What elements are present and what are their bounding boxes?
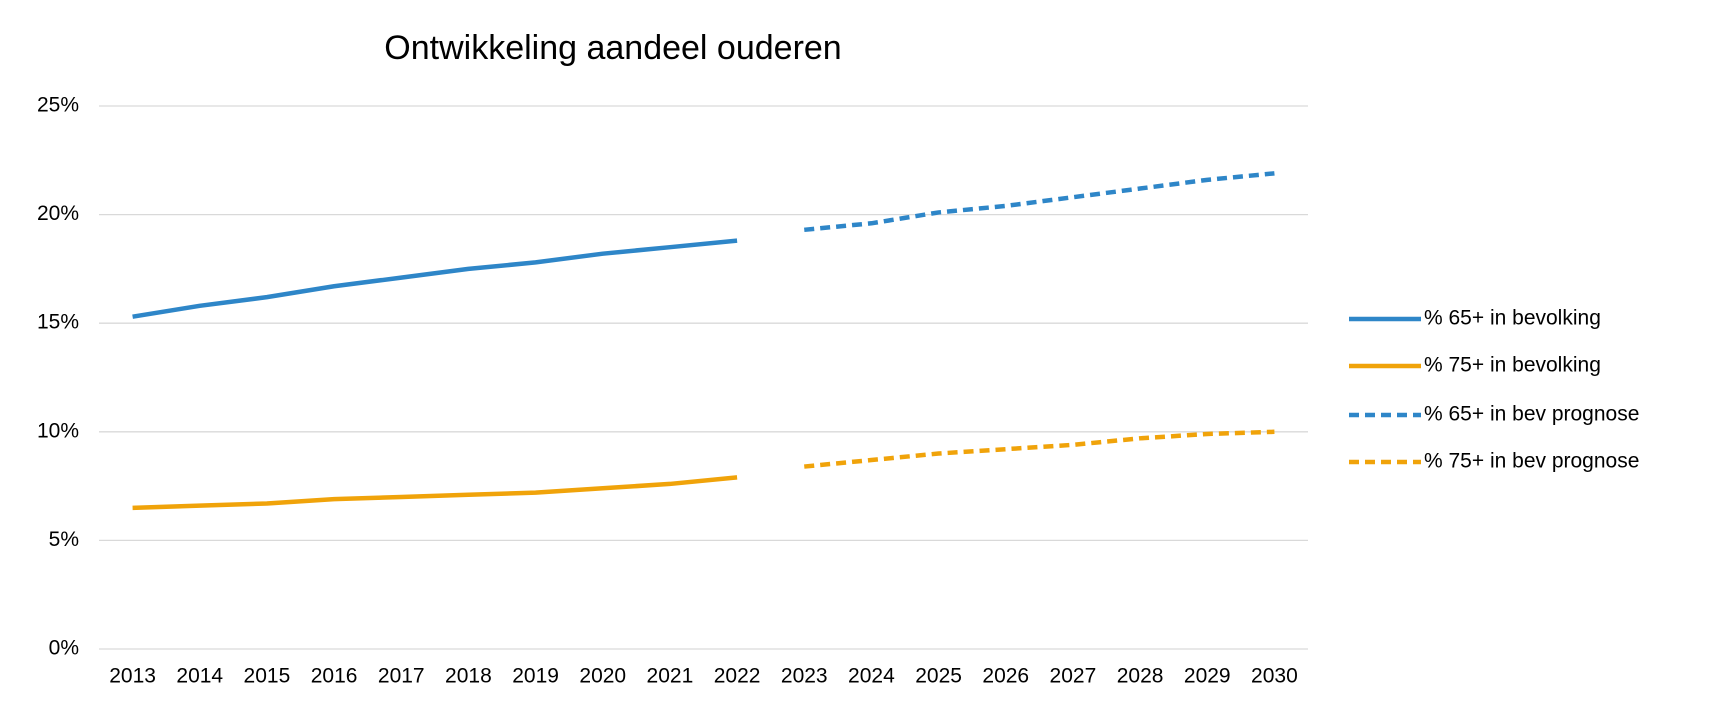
x-tick-label: 2014 xyxy=(176,665,223,688)
x-tick-label: 2029 xyxy=(1184,665,1231,688)
x-tick-label: 2015 xyxy=(244,665,291,688)
x-tick-label: 2021 xyxy=(647,665,694,688)
x-tick-label: 2026 xyxy=(982,665,1029,688)
x-tick-label: 2019 xyxy=(512,665,559,688)
x-tick-label: 2016 xyxy=(311,665,358,688)
legend-label: % 75+ in bevolking xyxy=(1424,354,1601,377)
y-tick-label: 15% xyxy=(37,311,79,334)
legend-label: % 65+ in bev prognose xyxy=(1424,403,1639,426)
y-tick-label: 5% xyxy=(49,528,79,551)
series-line xyxy=(804,171,1275,233)
x-tick-label: 2013 xyxy=(109,665,156,688)
x-tick-label: 2027 xyxy=(1050,665,1097,688)
series-line xyxy=(132,475,738,511)
series-line xyxy=(132,238,738,319)
legend-label: % 65+ in bevolking xyxy=(1424,307,1601,330)
y-tick-label: 0% xyxy=(49,637,79,660)
x-tick-label: 2017 xyxy=(378,665,425,688)
x-tick-label: 2025 xyxy=(915,665,962,688)
x-tick-label: 2022 xyxy=(714,665,761,688)
chart-title: Ontwikkeling aandeel ouderen xyxy=(384,29,841,67)
y-tick-label: 10% xyxy=(37,419,79,442)
x-tick-label: 2030 xyxy=(1251,665,1298,688)
x-tick-label: 2024 xyxy=(848,665,895,688)
x-tick-label: 2028 xyxy=(1117,665,1164,688)
x-tick-label: 2018 xyxy=(445,665,492,688)
series-line xyxy=(804,429,1275,469)
legend-label: % 75+ in bev prognose xyxy=(1424,450,1639,473)
y-tick-label: 25% xyxy=(37,94,79,117)
x-tick-label: 2020 xyxy=(579,665,626,688)
x-tick-label: 2023 xyxy=(781,665,828,688)
y-tick-label: 20% xyxy=(37,202,79,225)
